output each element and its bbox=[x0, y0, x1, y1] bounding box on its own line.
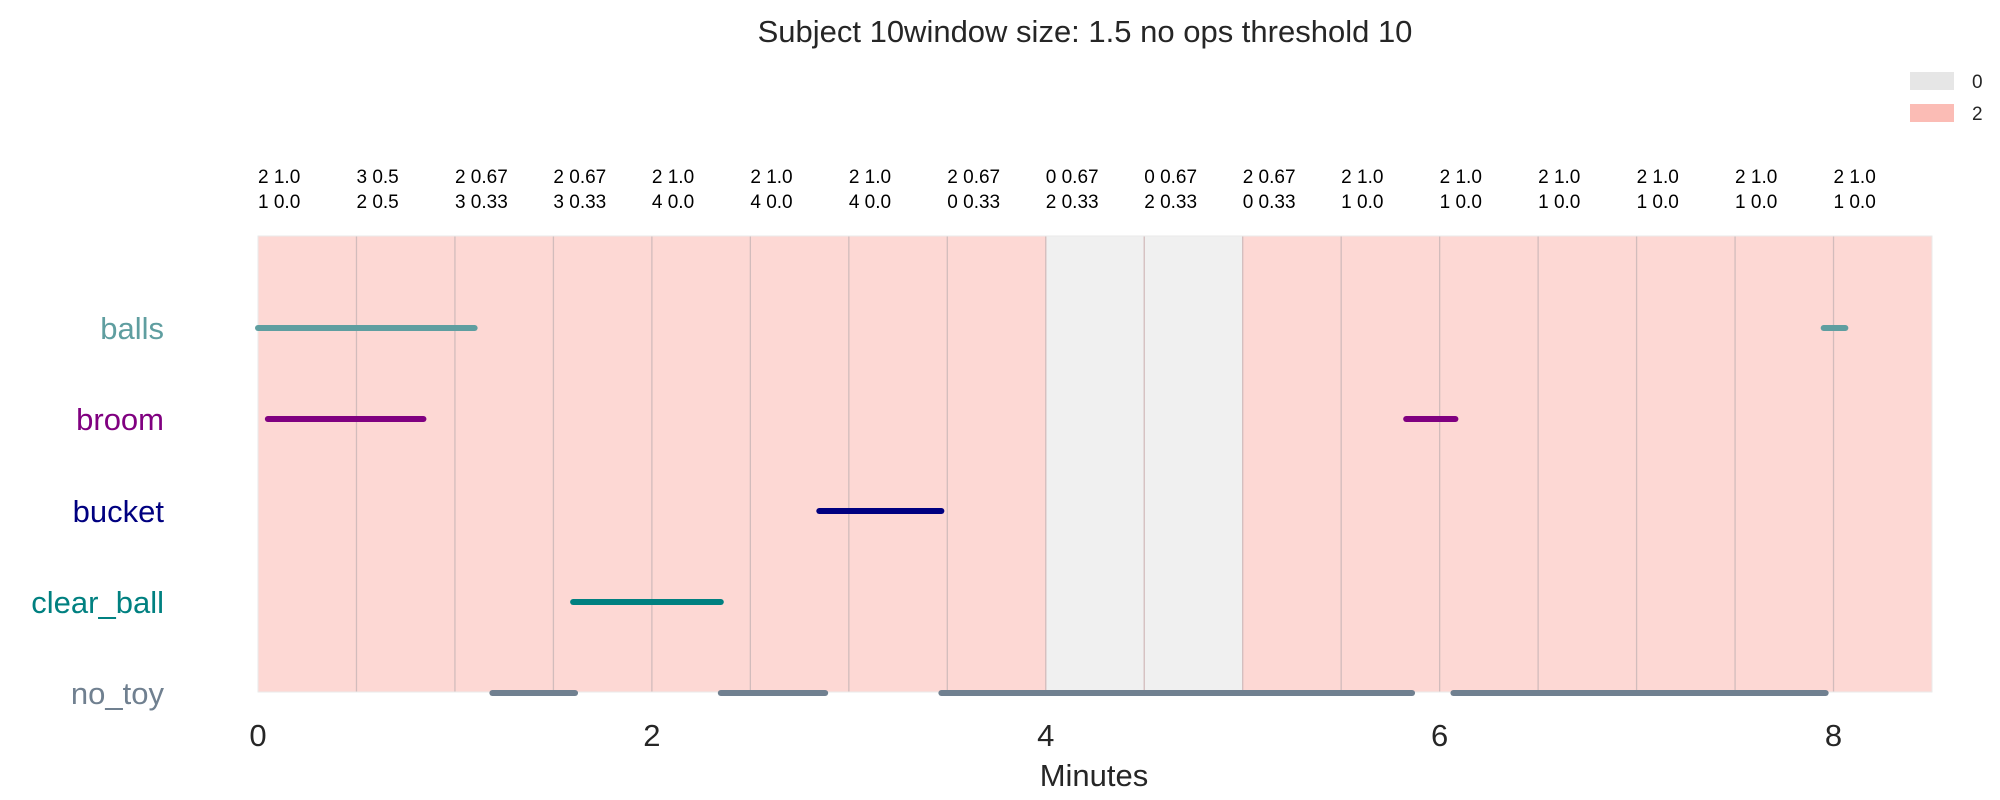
window-label: 2 1.0 bbox=[1834, 167, 1876, 188]
y-tick-label-balls: balls bbox=[100, 311, 164, 346]
window-label: 0 0.33 bbox=[947, 192, 1000, 213]
window-label: 0 0.33 bbox=[1243, 192, 1296, 213]
legend-label: 0 bbox=[1972, 72, 1983, 93]
window-background bbox=[750, 236, 849, 692]
window-label: 2 1.0 bbox=[750, 167, 792, 188]
y-tick-label-clear-ball: clear_ball bbox=[31, 585, 164, 620]
window-label: 2 0.33 bbox=[1144, 192, 1197, 213]
window-label: 2 0.67 bbox=[1243, 167, 1296, 188]
window-label: 3 0.5 bbox=[356, 167, 398, 188]
window-background bbox=[651, 236, 751, 692]
window-background bbox=[1735, 236, 1834, 692]
window-label: 2 0.67 bbox=[455, 167, 508, 188]
window-background bbox=[454, 236, 554, 692]
window-background bbox=[1341, 236, 1440, 692]
window-label: 1 0.0 bbox=[258, 192, 300, 213]
window-label: 2 1.0 bbox=[1735, 167, 1777, 188]
window-label: 1 0.0 bbox=[1341, 192, 1383, 213]
window-label: 0 0.67 bbox=[1144, 167, 1197, 188]
y-tick-label-bucket: bucket bbox=[73, 494, 165, 529]
window-label: 2 0.33 bbox=[1046, 192, 1099, 213]
window-label: 2 0.67 bbox=[553, 167, 606, 188]
window-label: 1 0.0 bbox=[1637, 192, 1679, 213]
window-label: 0 0.67 bbox=[1046, 167, 1099, 188]
window-label: 2 1.0 bbox=[1637, 167, 1679, 188]
window-label: 2 0.5 bbox=[356, 192, 398, 213]
window-label: 4 0.0 bbox=[652, 192, 694, 213]
x-tick-labels: 0 2 4 6 8 bbox=[249, 718, 1842, 753]
x-tick-label: 8 bbox=[1825, 718, 1842, 753]
window-background bbox=[1636, 236, 1736, 692]
window-labels: 2 1.0 1 0.0 3 0.5 2 0.5 2 0.67 3 0.33 2 0.67 3 … bbox=[258, 167, 1876, 213]
window-label: 2 1.0 bbox=[652, 167, 694, 188]
legend-swatch bbox=[1910, 72, 1954, 90]
window-background bbox=[1538, 236, 1637, 692]
x-tick-label: 6 bbox=[1431, 718, 1448, 753]
window-background bbox=[356, 236, 455, 692]
window-label: 2 1.0 bbox=[1341, 167, 1383, 188]
window-label: 3 0.33 bbox=[553, 192, 606, 213]
window-backgrounds bbox=[258, 236, 1932, 692]
window-background bbox=[947, 236, 1046, 692]
window-label: 2 1.0 bbox=[849, 167, 891, 188]
x-axis-label: Minutes bbox=[1040, 758, 1149, 793]
window-background bbox=[1144, 236, 1243, 692]
window-label: 2 0.67 bbox=[947, 167, 1000, 188]
window-background bbox=[1833, 236, 1932, 692]
y-tick-labels: balls broom bucket clear_ball no_toy bbox=[31, 311, 164, 711]
window-label: 1 0.0 bbox=[1834, 192, 1876, 213]
window-label: 4 0.0 bbox=[750, 192, 792, 213]
window-label: 4 0.0 bbox=[849, 192, 891, 213]
window-background bbox=[1242, 236, 1342, 692]
window-label: 1 0.0 bbox=[1440, 192, 1482, 213]
window-label: 2 1.0 bbox=[1440, 167, 1482, 188]
y-tick-label-broom: broom bbox=[76, 402, 164, 437]
series-segments bbox=[255, 325, 1849, 696]
window-label: 1 0.0 bbox=[1538, 192, 1580, 213]
legend: 02 bbox=[1910, 72, 1983, 125]
window-label: 3 0.33 bbox=[455, 192, 508, 213]
window-background bbox=[553, 236, 652, 692]
legend-label: 2 bbox=[1972, 104, 1983, 125]
chart-title: Subject 10window size: 1.5 no ops thresh… bbox=[758, 14, 1413, 49]
legend-swatch bbox=[1910, 104, 1954, 122]
window-label: 1 0.0 bbox=[1735, 192, 1777, 213]
x-tick-label: 2 bbox=[643, 718, 660, 753]
window-dividers bbox=[257, 235, 1933, 693]
y-tick-label-no-toy: no_toy bbox=[71, 676, 165, 711]
window-background bbox=[1439, 236, 1539, 692]
window-background bbox=[848, 236, 948, 692]
window-label: 2 1.0 bbox=[258, 167, 300, 188]
x-tick-label: 0 bbox=[249, 718, 266, 753]
window-label: 2 1.0 bbox=[1538, 167, 1580, 188]
window-background bbox=[1045, 236, 1145, 692]
x-tick-label: 4 bbox=[1037, 718, 1054, 753]
window-background bbox=[258, 236, 357, 692]
